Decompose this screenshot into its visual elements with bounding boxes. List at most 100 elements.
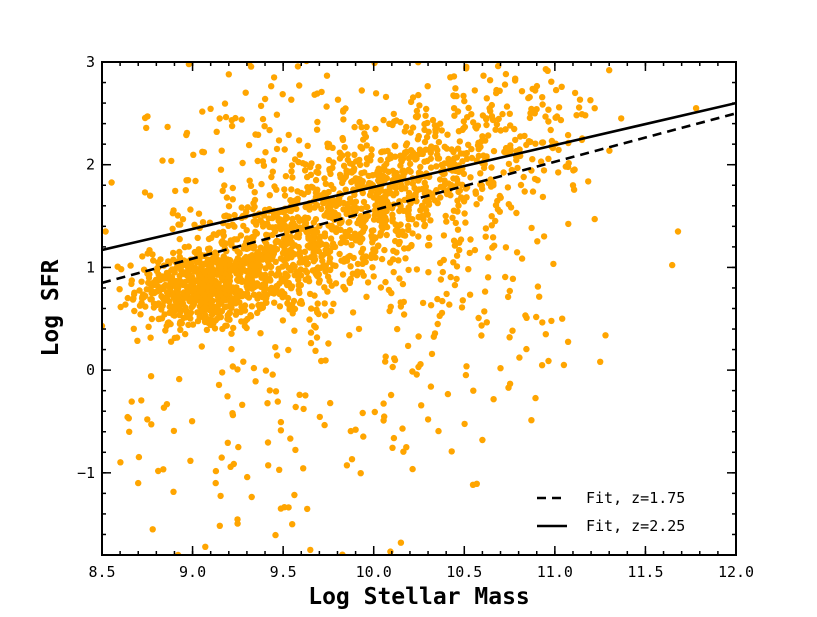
data-point xyxy=(268,173,275,181)
data-point xyxy=(360,136,367,143)
data-point xyxy=(221,100,229,107)
data-point xyxy=(489,244,496,251)
data-point xyxy=(228,122,236,130)
data-point xyxy=(425,234,433,241)
data-point xyxy=(469,481,477,488)
data-point xyxy=(376,211,383,219)
data-point xyxy=(273,352,281,359)
data-point xyxy=(352,234,359,241)
data-point xyxy=(230,324,237,332)
data-point xyxy=(183,129,191,137)
data-point xyxy=(179,300,187,307)
data-point xyxy=(342,186,349,193)
data-point xyxy=(569,182,577,189)
data-point xyxy=(363,203,370,211)
data-point xyxy=(343,170,350,177)
data-point xyxy=(238,116,245,123)
data-point xyxy=(347,263,354,270)
data-point xyxy=(564,163,572,171)
data-point xyxy=(254,309,261,317)
data-point xyxy=(485,254,492,261)
data-point xyxy=(443,190,451,198)
data-point xyxy=(143,124,150,132)
data-point xyxy=(352,198,360,205)
data-point xyxy=(295,137,303,144)
data-point xyxy=(207,105,214,113)
data-point xyxy=(251,196,259,204)
data-point xyxy=(244,473,251,481)
data-point xyxy=(362,213,369,220)
data-point xyxy=(250,291,258,298)
data-point xyxy=(292,197,299,204)
data-point xyxy=(248,277,256,284)
data-point xyxy=(233,268,240,276)
data-point xyxy=(555,169,562,176)
data-point xyxy=(332,262,339,269)
data-point xyxy=(336,220,344,227)
x-tick-label: 11.5 xyxy=(627,563,663,581)
data-point xyxy=(243,324,250,332)
data-point xyxy=(242,317,249,324)
data-point xyxy=(477,195,484,202)
data-point xyxy=(397,303,405,310)
data-point xyxy=(416,102,423,109)
y-tick-label: 3 xyxy=(86,53,95,71)
data-point xyxy=(533,313,540,321)
data-point xyxy=(310,258,317,265)
data-point xyxy=(324,250,332,257)
data-point xyxy=(295,286,302,294)
data-point xyxy=(142,303,149,310)
data-point xyxy=(257,102,265,110)
data-point xyxy=(378,255,386,263)
data-point xyxy=(240,358,247,365)
data-point xyxy=(149,526,156,533)
data-point xyxy=(542,113,549,120)
data-point xyxy=(434,320,441,328)
data-point xyxy=(512,75,519,82)
data-point xyxy=(465,104,472,112)
data-point xyxy=(354,260,362,268)
data-point xyxy=(408,242,415,250)
data-point xyxy=(247,182,255,189)
data-point xyxy=(177,309,184,316)
x-tick-label: 9.5 xyxy=(270,563,297,581)
data-point xyxy=(302,392,309,399)
data-point xyxy=(486,77,494,84)
data-point xyxy=(368,254,375,262)
data-point xyxy=(502,126,509,133)
axis-ticks xyxy=(101,61,737,556)
data-point xyxy=(501,81,509,88)
data-point xyxy=(136,302,144,309)
data-point xyxy=(429,116,437,124)
data-point xyxy=(539,94,546,101)
data-point xyxy=(427,155,434,162)
data-point xyxy=(409,368,416,375)
data-point xyxy=(300,405,307,413)
data-point xyxy=(492,217,499,225)
data-point xyxy=(363,293,370,300)
fit-line-dashed xyxy=(102,112,736,285)
data-point xyxy=(381,246,388,254)
data-point xyxy=(304,214,312,222)
data-point xyxy=(296,299,304,307)
data-point xyxy=(207,293,214,300)
data-point xyxy=(475,314,482,322)
data-point xyxy=(232,300,239,307)
data-point xyxy=(288,96,295,103)
y-tick-label: −1 xyxy=(77,464,95,482)
y-tick-label: 1 xyxy=(86,258,95,276)
data-point xyxy=(363,123,370,131)
data-point xyxy=(492,126,499,133)
data-point xyxy=(419,150,426,158)
data-point xyxy=(470,387,477,394)
data-point xyxy=(282,270,289,277)
data-point xyxy=(481,308,488,315)
data-point xyxy=(438,127,445,134)
data-point xyxy=(436,312,443,319)
data-point xyxy=(318,88,325,96)
data-point xyxy=(413,266,421,273)
data-point xyxy=(477,170,484,177)
data-point xyxy=(156,315,163,322)
data-point xyxy=(422,187,430,194)
data-point xyxy=(500,169,507,176)
